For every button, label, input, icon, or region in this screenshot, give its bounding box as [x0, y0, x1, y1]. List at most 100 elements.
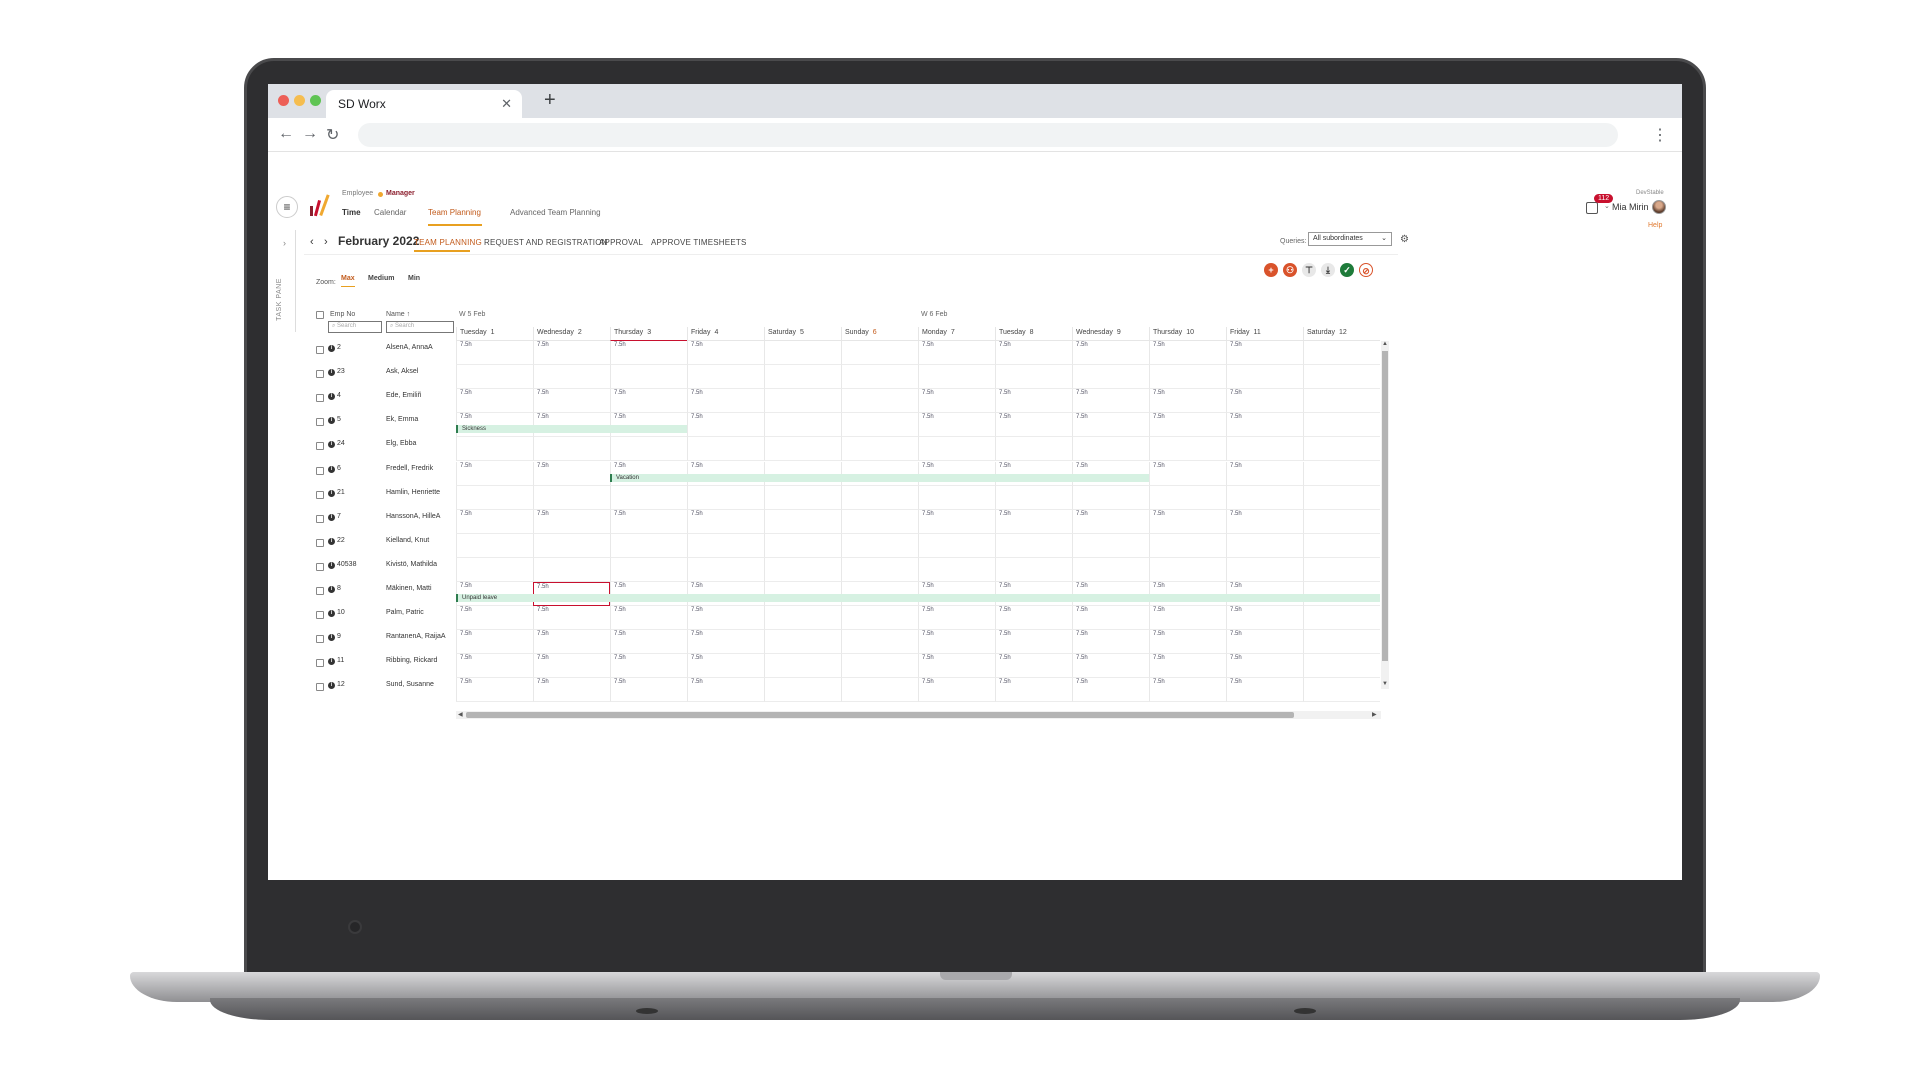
schedule-cell[interactable] [841, 654, 918, 679]
schedule-cell[interactable] [764, 654, 841, 679]
row-checkbox[interactable] [316, 370, 324, 379]
schedule-cell[interactable] [610, 365, 687, 390]
absence-bar[interactable]: Sickness [456, 425, 687, 434]
schedule-cell[interactable]: 7.5h [456, 461, 533, 486]
table-row[interactable]: i 2 AlsenA, AnnaA 7.5h 7.5h 7.5h 7.5h 7.5h 7.5h 7… [304, 341, 1398, 365]
schedule-cell[interactable] [1303, 654, 1380, 679]
nav-calendar[interactable]: Calendar [374, 208, 407, 217]
table-row[interactable]: i 24 Elg, Ebba [304, 437, 1398, 462]
schedule-cell[interactable] [1303, 678, 1380, 703]
schedule-cell[interactable]: 7.5h [1149, 341, 1226, 365]
help-link[interactable]: Help [1648, 222, 1663, 229]
role-employee[interactable]: Employee [342, 190, 374, 197]
forward-icon[interactable]: → [302, 125, 318, 142]
schedule-cell[interactable] [1303, 389, 1380, 414]
schedule-cell[interactable]: 7.5h [687, 509, 764, 534]
employee-name[interactable]: Sund, Susanne [386, 681, 434, 689]
schedule-cell[interactable]: 7.5h [1149, 389, 1226, 414]
schedule-cell[interactable] [1303, 533, 1380, 558]
schedule-cell[interactable] [610, 485, 687, 510]
info-icon[interactable]: i [328, 561, 335, 569]
row-checkbox[interactable] [316, 538, 324, 547]
employee-name[interactable]: Elg, Ebba [386, 440, 417, 448]
schedule-cell[interactable] [610, 437, 687, 462]
schedule-cell[interactable] [1303, 557, 1380, 582]
schedule-cell[interactable]: 7.5h [1149, 461, 1226, 486]
info-icon[interactable]: i [328, 658, 335, 666]
schedule-cell[interactable]: 7.5h [456, 678, 533, 703]
schedule-cell[interactable]: 7.5h [918, 678, 995, 703]
add-icon[interactable]: + [1264, 263, 1278, 277]
reject-icon[interactable]: ⊘ [1359, 263, 1373, 277]
schedule-cell[interactable] [918, 437, 995, 462]
schedule-cell[interactable]: 7.5h [1149, 606, 1226, 631]
schedule-cell[interactable] [1303, 509, 1380, 534]
horizontal-scroll-thumb[interactable] [466, 712, 1294, 718]
schedule-cell[interactable] [841, 533, 918, 558]
schedule-cell[interactable] [533, 365, 610, 390]
schedule-cell[interactable]: 7.5h [1072, 389, 1149, 414]
schedule-cell[interactable] [1226, 557, 1303, 582]
schedule-cell[interactable]: 7.5h [456, 654, 533, 679]
row-checkbox[interactable] [316, 562, 324, 571]
tab-request-and-registration[interactable]: REQUEST AND REGISTRATION [484, 238, 608, 247]
schedule-cell[interactable] [1072, 365, 1149, 390]
schedule-cell[interactable] [1072, 533, 1149, 558]
schedule-cell[interactable] [841, 509, 918, 534]
schedule-cell[interactable]: 7.5h [687, 678, 764, 703]
nav-time[interactable]: Time [342, 208, 361, 217]
schedule-cell[interactable] [1226, 485, 1303, 510]
table-row[interactable]: i 40538 Kivistö, Mathilda [304, 557, 1398, 582]
row-checkbox[interactable] [316, 466, 324, 475]
schedule-cell[interactable]: 7.5h [456, 341, 533, 365]
schedule-cell[interactable] [841, 389, 918, 414]
schedule-cell[interactable]: 7.5h [995, 341, 1072, 365]
table-row[interactable]: i 12 Sund, Susanne 7.5h 7.5h 7.5h 7.5h 7.5h 7.5h… [304, 678, 1398, 703]
schedule-cell[interactable]: 7.5h [918, 606, 995, 631]
schedule-cell[interactable]: 7.5h [1072, 678, 1149, 703]
col-name-header[interactable]: Name ↑ [386, 311, 411, 318]
schedule-cell[interactable] [995, 533, 1072, 558]
schedule-cell[interactable]: 7.5h [1226, 461, 1303, 486]
schedule-cell[interactable] [456, 485, 533, 510]
row-checkbox[interactable] [316, 442, 324, 451]
schedule-cell[interactable] [456, 437, 533, 462]
info-icon[interactable]: i [328, 586, 335, 593]
info-icon[interactable]: i [328, 682, 335, 690]
schedule-cell[interactable] [995, 437, 1072, 462]
schedule-cell[interactable]: 7.5h [995, 678, 1072, 703]
next-month-button[interactable]: › [324, 236, 328, 248]
schedule-cell[interactable] [995, 485, 1072, 510]
row-checkbox[interactable] [316, 635, 324, 644]
employee-name[interactable]: AlsenA, AnnaA [386, 344, 433, 351]
schedule-cell[interactable] [1072, 485, 1149, 510]
schedule-cell[interactable] [1149, 437, 1226, 462]
scroll-left-icon[interactable]: ◀ [458, 712, 463, 718]
absence-bar[interactable]: Unpaid leave [456, 594, 1380, 602]
schedule-cell[interactable]: 7.5h [610, 630, 687, 655]
schedule-cell[interactable]: 7.5h [995, 509, 1072, 534]
new-tab-icon[interactable]: + [544, 89, 556, 111]
schedule-cell[interactable] [533, 485, 610, 510]
schedule-cell[interactable]: 7.5h [533, 654, 610, 679]
reload-icon[interactable]: ↻ [326, 127, 340, 144]
table-row[interactable]: i 5 Ek, Emma 7.5h 7.5h 7.5h 7.5h 7.5h 7.5h 7.5h 7.… [304, 413, 1398, 438]
info-icon[interactable]: i [328, 513, 335, 521]
browser-menu-icon[interactable]: ⋮ [1652, 127, 1668, 144]
row-checkbox[interactable] [316, 490, 324, 499]
tab-team-planning[interactable]: TEAM PLANNING [414, 238, 482, 247]
schedule-cell[interactable]: 7.5h [1072, 654, 1149, 679]
col-empno-header[interactable]: Emp No [330, 311, 356, 318]
table-row[interactable]: i 22 Kielland, Knut [304, 533, 1398, 558]
row-checkbox[interactable] [316, 587, 324, 595]
schedule-cell[interactable] [841, 485, 918, 510]
schedule-cell[interactable]: 7.5h [995, 630, 1072, 655]
nav-team-planning[interactable]: Team Planning [428, 208, 481, 217]
info-icon[interactable]: i [328, 610, 335, 618]
vertical-scroll-thumb[interactable] [1382, 351, 1388, 661]
row-checkbox[interactable] [316, 683, 324, 692]
schedule-cell[interactable]: 7.5h [687, 606, 764, 631]
schedule-cell[interactable]: 7.5h [533, 509, 610, 534]
schedule-cell[interactable]: 7.5h [456, 389, 533, 414]
schedule-cell[interactable]: 7.5h [1226, 630, 1303, 655]
